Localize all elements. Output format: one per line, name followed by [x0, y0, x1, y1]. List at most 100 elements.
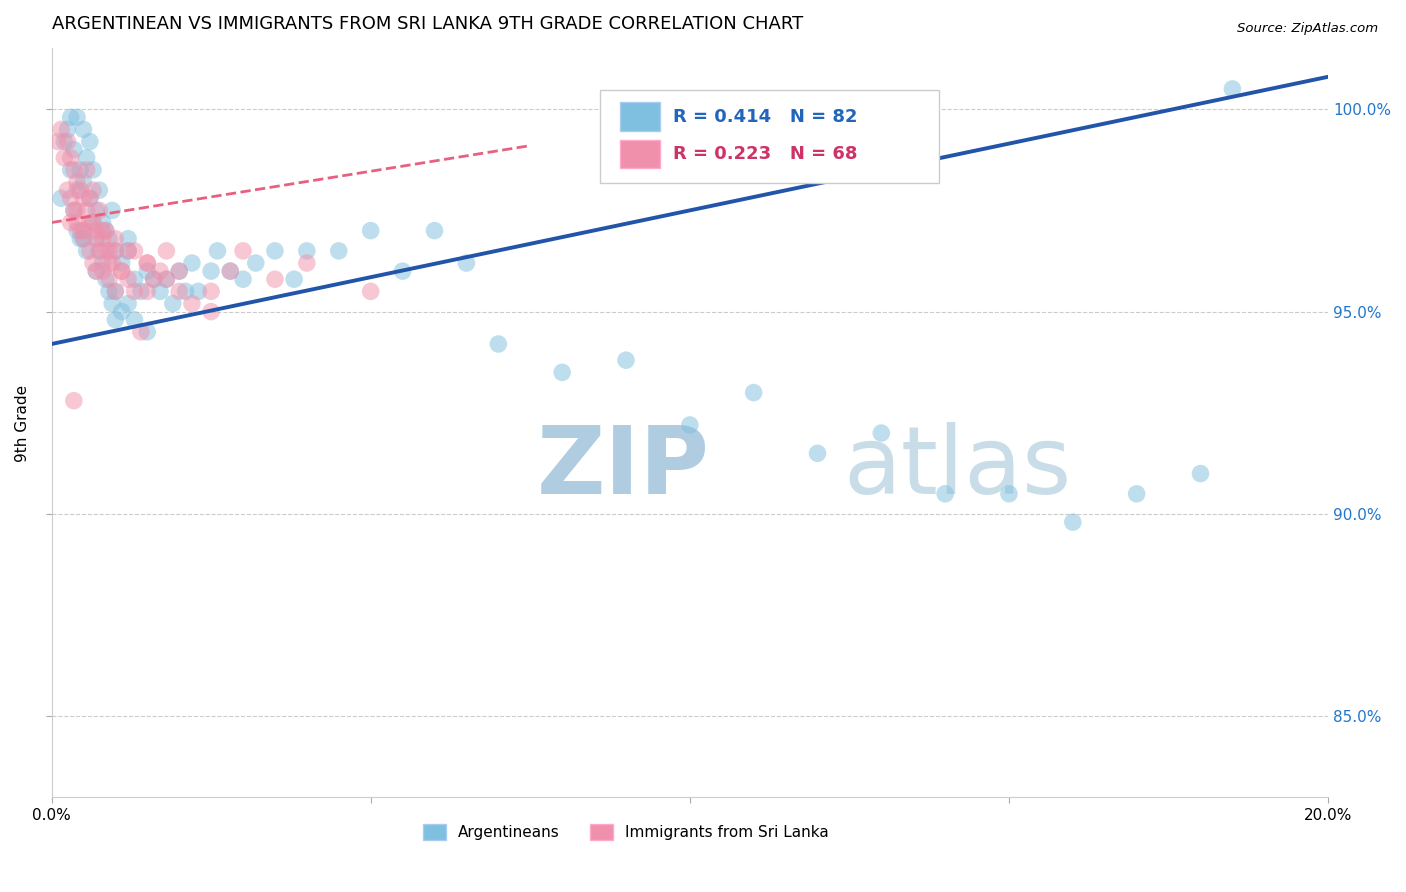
Point [49, 191, 72, 205]
Point [200, 304, 222, 318]
Point [101, 296, 124, 310]
Point [111, 256, 134, 270]
Point [423, 224, 446, 238]
Point [59, 215, 82, 229]
Point [101, 256, 124, 270]
Point [295, 256, 318, 270]
Point [679, 417, 702, 432]
Point [117, 296, 139, 310]
Point [72, 122, 94, 136]
Point [101, 203, 124, 218]
Point [84, 224, 107, 238]
Point [59, 191, 82, 205]
Point [486, 337, 509, 351]
Point [391, 264, 413, 278]
Point [79, 244, 101, 258]
Point [46, 135, 69, 149]
Point [219, 264, 242, 278]
Point [84, 232, 107, 246]
Point [551, 365, 574, 379]
Point [149, 264, 172, 278]
Point [84, 203, 107, 218]
Point [72, 232, 94, 246]
Point [53, 151, 76, 165]
Point [91, 264, 114, 278]
Point [1222, 82, 1244, 96]
Point [72, 224, 94, 238]
Point [59, 162, 82, 177]
Point [56, 135, 79, 149]
Point [117, 244, 139, 258]
Point [104, 285, 127, 299]
Point [104, 244, 127, 258]
Point [181, 296, 204, 310]
Point [136, 285, 159, 299]
Point [111, 264, 134, 278]
Point [56, 122, 79, 136]
Point [69, 183, 91, 197]
Point [76, 151, 98, 165]
Text: Source: ZipAtlas.com: Source: ZipAtlas.com [1237, 22, 1378, 36]
Point [295, 244, 318, 258]
Point [98, 232, 121, 246]
Point [79, 191, 101, 205]
Point [207, 244, 229, 258]
Point [98, 256, 121, 270]
Point [111, 264, 134, 278]
Point [66, 175, 89, 189]
Point [200, 285, 222, 299]
Point [162, 296, 184, 310]
Point [82, 215, 104, 229]
Point [155, 244, 177, 258]
Point [104, 312, 127, 326]
Point [94, 224, 117, 238]
Text: R = 0.414   N = 82: R = 0.414 N = 82 [673, 108, 858, 126]
Point [934, 487, 956, 501]
Point [360, 224, 382, 238]
Point [155, 272, 177, 286]
Point [66, 183, 89, 197]
Point [59, 151, 82, 165]
Point [94, 224, 117, 238]
Point [89, 183, 111, 197]
Point [360, 285, 382, 299]
Point [91, 224, 114, 238]
Point [104, 244, 127, 258]
Point [63, 162, 86, 177]
Point [89, 244, 111, 258]
Point [79, 215, 101, 229]
Point [84, 264, 107, 278]
Point [76, 203, 98, 218]
Point [66, 203, 89, 218]
Point [1062, 515, 1084, 529]
Point [82, 183, 104, 197]
Point [63, 203, 86, 218]
Point [328, 244, 350, 258]
Point [264, 244, 287, 258]
Point [72, 224, 94, 238]
Point [142, 272, 165, 286]
Point [129, 325, 152, 339]
Point [76, 244, 98, 258]
Text: atlas: atlas [844, 422, 1071, 514]
Point [187, 285, 209, 299]
Point [98, 244, 121, 258]
Point [104, 232, 127, 246]
Point [89, 203, 111, 218]
Point [129, 285, 152, 299]
Point [124, 244, 146, 258]
Point [142, 272, 165, 286]
Point [84, 264, 107, 278]
Point [742, 385, 765, 400]
Point [63, 203, 86, 218]
Point [245, 256, 267, 270]
Text: R = 0.223   N = 68: R = 0.223 N = 68 [673, 145, 858, 163]
Point [117, 232, 139, 246]
Point [94, 272, 117, 286]
Point [82, 162, 104, 177]
Point [806, 446, 828, 460]
Point [283, 272, 305, 286]
Bar [620, 140, 661, 169]
Point [264, 272, 287, 286]
Point [63, 393, 86, 408]
